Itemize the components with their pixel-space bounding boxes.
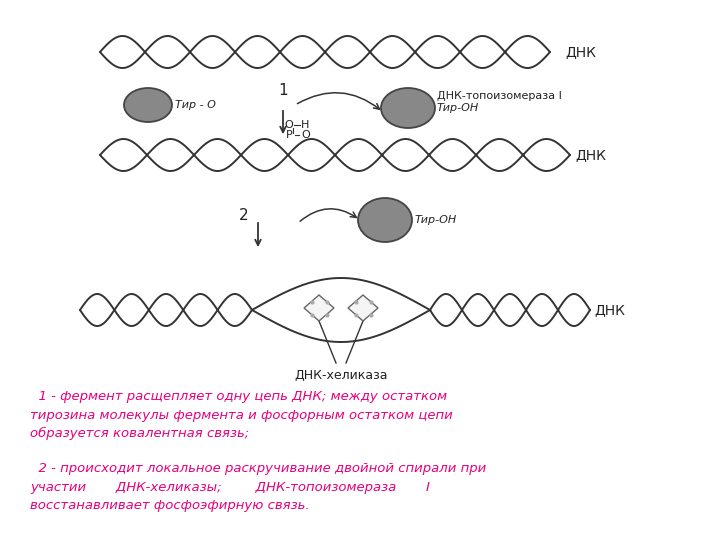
Text: ДНК: ДНК bbox=[594, 303, 625, 317]
Text: Тир - О: Тир - О bbox=[175, 100, 216, 110]
Text: 1: 1 bbox=[278, 83, 288, 98]
Text: O: O bbox=[301, 130, 310, 140]
Text: O: O bbox=[284, 120, 293, 130]
Text: ДНК-хеликаза: ДНК-хеликаза bbox=[294, 369, 388, 382]
Text: Тир-ОН: Тир-ОН bbox=[437, 103, 480, 113]
Text: 1 - фермент расщепляет одну цепь ДНК; между остатком
тирозина молекулы фермента : 1 - фермент расщепляет одну цепь ДНК; ме… bbox=[30, 390, 453, 440]
Polygon shape bbox=[348, 295, 378, 321]
Text: ДНК: ДНК bbox=[565, 45, 596, 59]
Text: ДНК: ДНК bbox=[575, 148, 606, 162]
Text: 2 - происходит локальное раскручивание двойной спирали при
участии       ДНК-хел: 2 - происходит локальное раскручивание д… bbox=[30, 462, 486, 512]
Text: ДНК-топоизомераза I: ДНК-топоизомераза I bbox=[437, 91, 562, 101]
Ellipse shape bbox=[124, 88, 172, 122]
Text: 2: 2 bbox=[238, 207, 248, 222]
Text: Тир-ОН: Тир-ОН bbox=[415, 215, 457, 225]
Text: P: P bbox=[287, 130, 293, 140]
Text: H: H bbox=[301, 120, 310, 130]
Polygon shape bbox=[304, 295, 334, 321]
Ellipse shape bbox=[358, 198, 412, 242]
Ellipse shape bbox=[381, 88, 435, 128]
